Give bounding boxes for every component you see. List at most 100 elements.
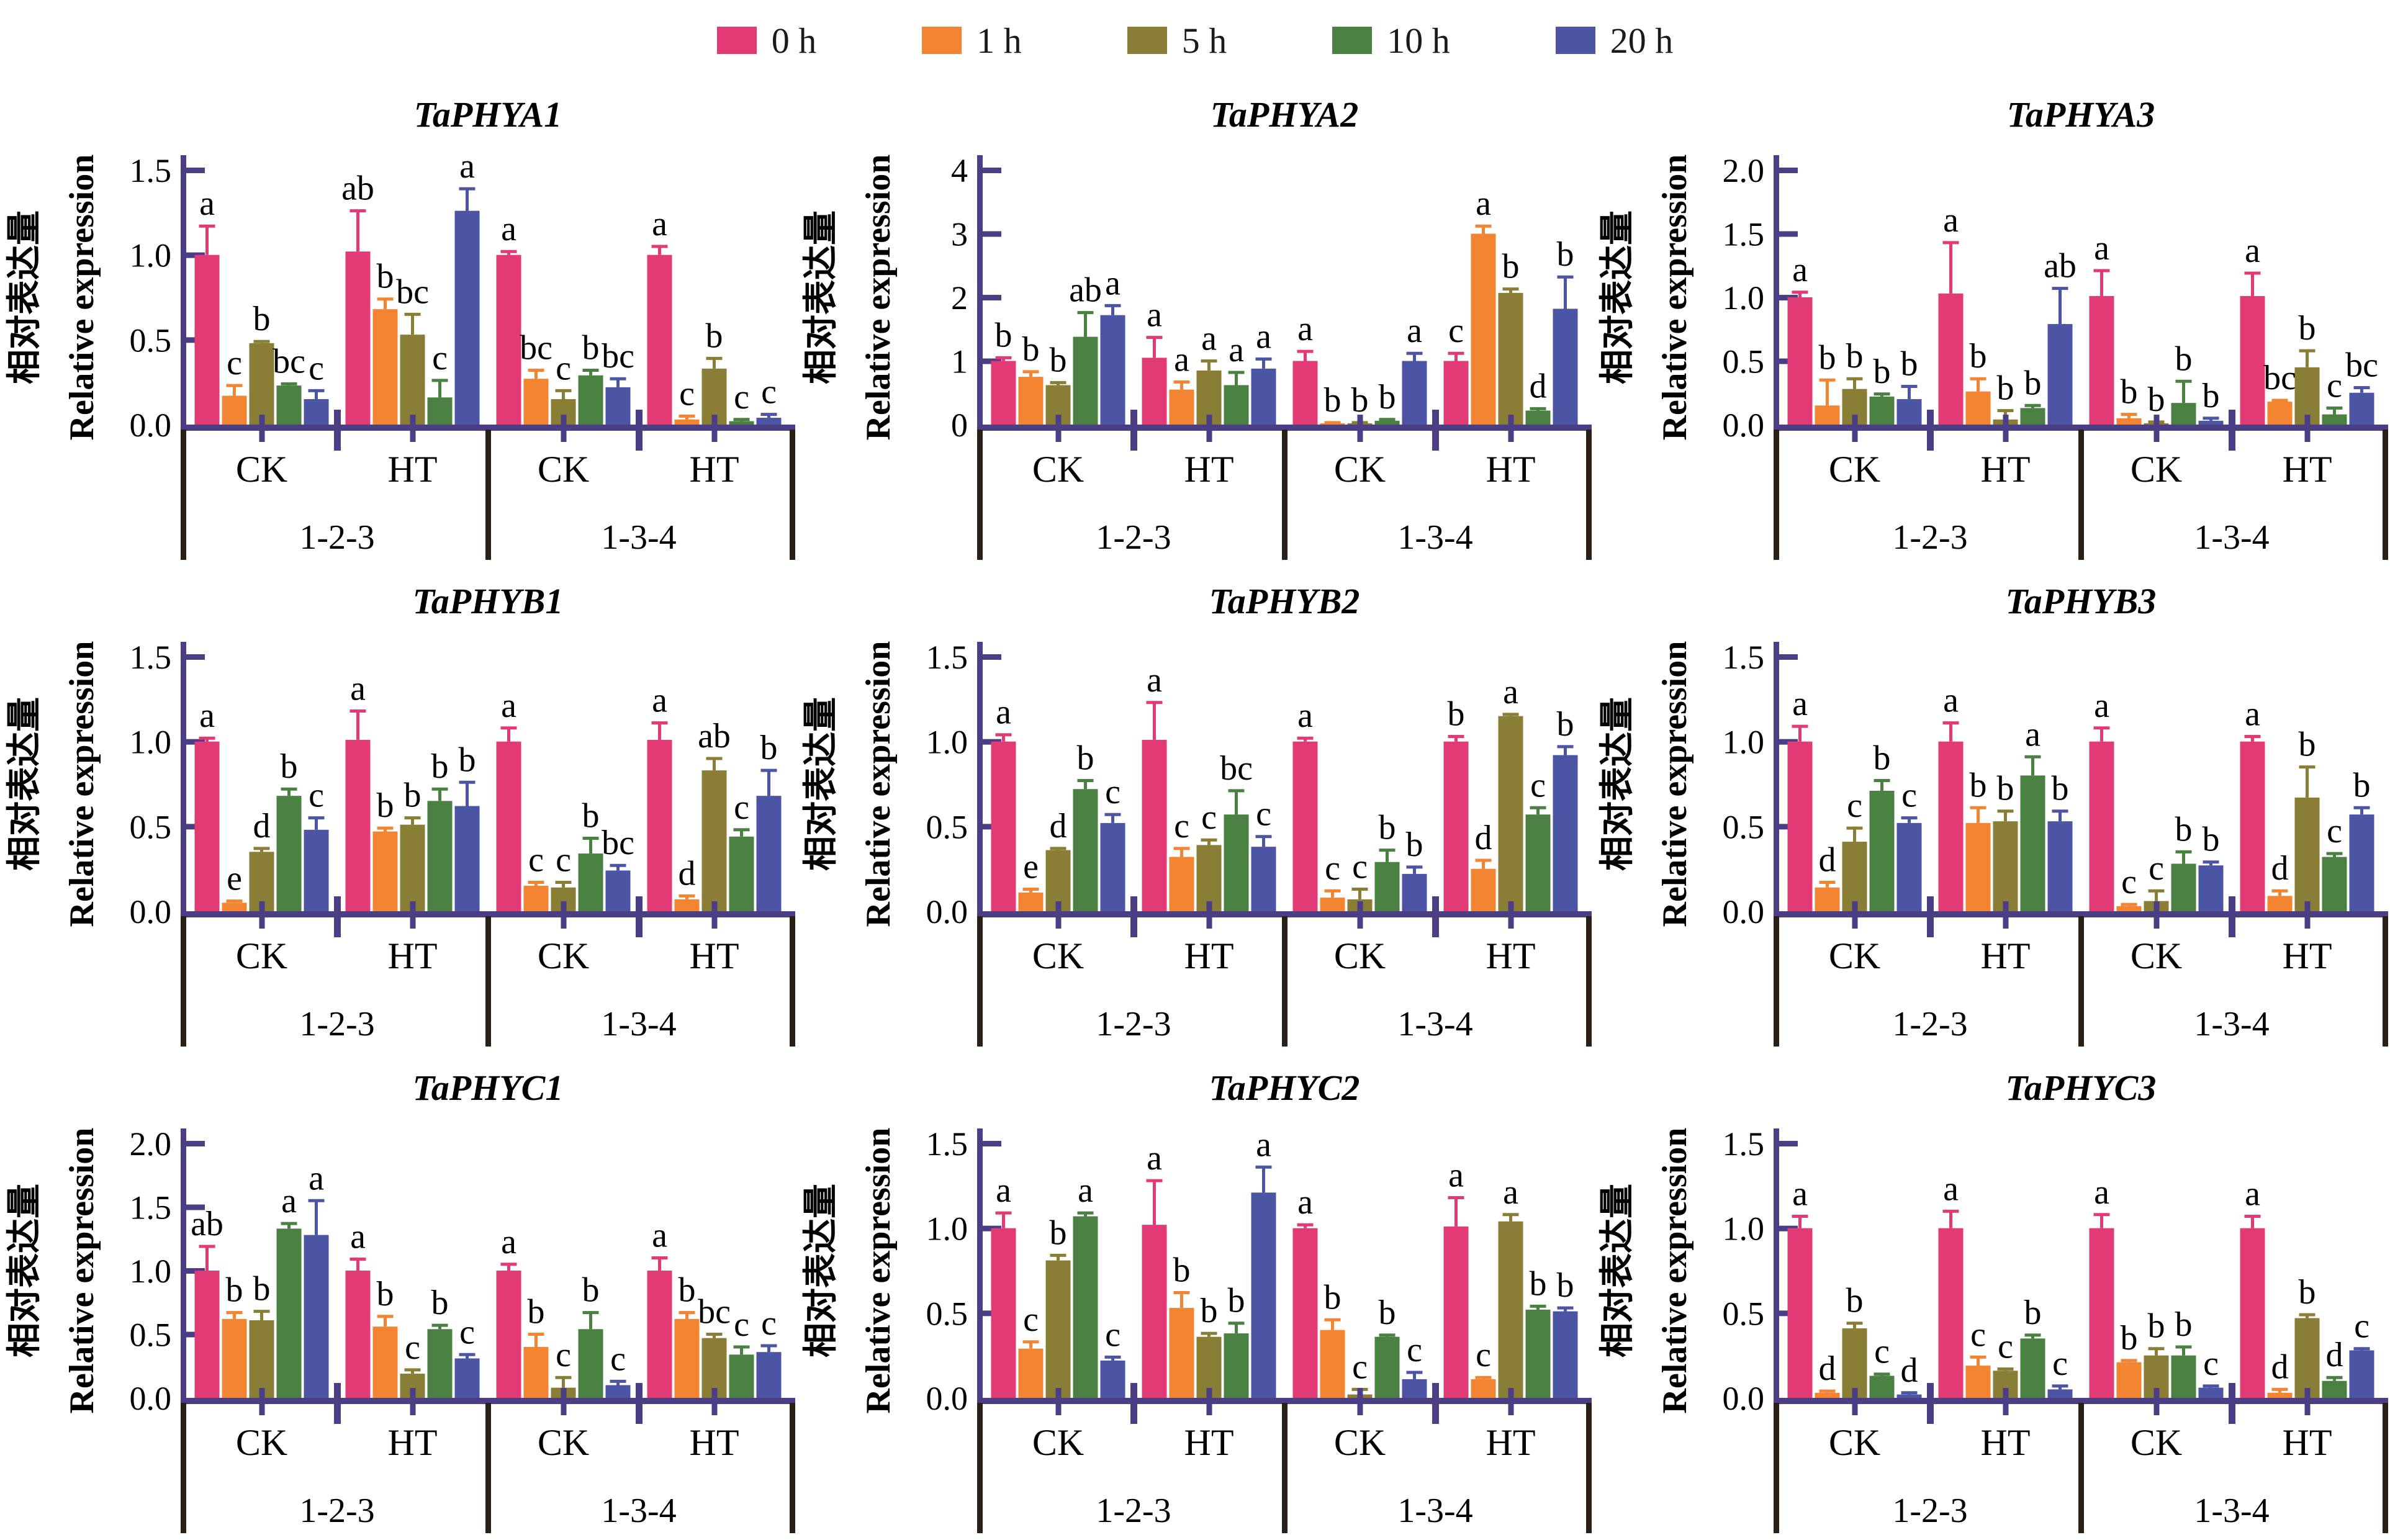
treatment-label-ck: CK	[1032, 449, 1084, 490]
y-tick-label: 0.0	[130, 893, 172, 930]
bar-20h	[605, 387, 631, 425]
sig-letter: b	[1819, 338, 1836, 377]
bar-0h	[1787, 1228, 1813, 1398]
x-axis-line	[977, 911, 1592, 917]
sig-letter: b	[2175, 810, 2193, 849]
sig-letter: bc	[602, 824, 634, 862]
sig-letter: d	[253, 807, 271, 845]
y-axis-label-en: Relative expression	[63, 155, 101, 441]
sig-letter: a	[350, 1218, 366, 1256]
y-tick-label: 1.5	[1723, 1125, 1765, 1163]
group-separator-tick	[1432, 1383, 1439, 1424]
sig-letter: c	[2052, 1344, 2068, 1383]
chart-svg-taphyb3: TaPHYB3 相对表达量 Relative expression 0.0 0.5 1.0…	[1597, 581, 2388, 1047]
group-center-tick	[410, 415, 416, 442]
sig-letter: b	[1379, 1294, 1396, 1332]
x-axis-line	[977, 1398, 1592, 1404]
sig-letter: a	[652, 682, 667, 720]
bar-20h	[1896, 1394, 1922, 1398]
y-tick-label: 1.5	[1723, 639, 1765, 676]
section-divider-line	[977, 430, 983, 560]
sig-letter: b	[1406, 826, 1423, 864]
sig-letter: a	[199, 696, 215, 735]
sig-letter: d	[1819, 841, 1836, 880]
bar-10h	[2171, 863, 2196, 911]
bar-5h	[1498, 716, 1523, 911]
y-tick-label: 1.5	[1723, 216, 1765, 253]
bar-0h	[345, 739, 371, 911]
section-label-1-2-3: 1-2-3	[299, 1005, 374, 1043]
sig-letter: c	[556, 841, 571, 880]
sig-letter: c	[2327, 812, 2342, 850]
bar-20h	[756, 1352, 782, 1398]
chart-panel-taphya3: TaPHYA3 相对表达量 Relative expression 0.0 0.5 1.0…	[1593, 77, 2389, 564]
bar-20h	[2349, 814, 2374, 911]
sig-letter: d	[2326, 1336, 2343, 1374]
chart-panel-taphya1: TaPHYA1 相对表达量 Relative expression 0.0 0.5 1.0…	[0, 77, 796, 564]
sig-letter: c	[1174, 807, 1189, 845]
sig-letter: a	[996, 693, 1011, 732]
y-tick-label: 1	[951, 343, 968, 380]
bar-20h	[2349, 392, 2374, 425]
sig-letter: b	[2299, 309, 2316, 348]
bar-0h	[991, 1228, 1016, 1398]
sig-letter: c	[734, 788, 749, 827]
y-tick-mark	[186, 168, 205, 173]
section-divider-line	[2078, 916, 2084, 1047]
legend-swatch-20h	[1555, 27, 1595, 54]
section-divider-line	[485, 1403, 491, 1533]
y-tick-label: 0.0	[926, 893, 968, 930]
sig-letter: ab	[191, 1205, 223, 1243]
bar-10h	[1073, 1216, 1098, 1398]
sig-letter: b	[1228, 1282, 1245, 1320]
group-center-tick	[1055, 415, 1062, 442]
sig-letter: c	[1105, 773, 1121, 811]
y-axis-label-zh: 相对表达量	[4, 210, 45, 384]
sig-letter: c	[761, 1304, 777, 1343]
bar-20h	[1402, 873, 1427, 911]
sig-letter: b	[1970, 766, 1987, 804]
y-tick-label: 1.0	[130, 724, 172, 761]
group-center-tick	[1357, 415, 1363, 442]
group-separator-tick	[1130, 410, 1137, 451]
group-separator-tick	[636, 896, 643, 937]
bar-20h	[304, 1235, 329, 1398]
treatment-label-ht: HT	[2283, 1422, 2332, 1463]
group-center-tick	[2304, 901, 2311, 929]
chart-svg-taphyb1: TaPHYB1 相对表达量 Relative expression 0.0 0.5 1.0…	[4, 581, 795, 1047]
section-divider-line	[1282, 430, 1287, 560]
sig-letter: c	[1352, 1348, 1368, 1386]
section-divider-line	[485, 916, 491, 1047]
y-axis-label-en: Relative expression	[1656, 1128, 1694, 1414]
sig-letter: c	[227, 344, 242, 382]
bar-5h	[249, 343, 274, 425]
group-separator-tick	[1927, 896, 1934, 937]
sig-letter: b	[1901, 345, 1918, 384]
group-center-tick	[1508, 1388, 1514, 1415]
bar-5h	[2294, 1318, 2320, 1398]
group-center-tick	[2003, 415, 2009, 442]
y-tick-label: 0.5	[130, 808, 172, 845]
bar-1h	[2116, 1362, 2142, 1398]
legend-swatch-5h	[1127, 27, 1167, 54]
bar-20h	[454, 210, 480, 425]
treatment-label-ck: CK	[1334, 449, 1386, 490]
bar-20h	[2349, 1350, 2374, 1398]
group-center-tick	[1055, 1388, 1062, 1415]
y-axis-label-zh: 相对表达量	[1597, 210, 1638, 384]
section-divider-line	[181, 1403, 186, 1533]
sig-letter: c	[309, 349, 324, 387]
sig-letter: a	[1503, 1173, 1518, 1212]
group-center-tick	[1852, 1388, 1858, 1415]
group-separator-tick	[334, 896, 341, 937]
y-tick-mark	[186, 654, 205, 660]
group-center-tick	[2153, 901, 2160, 929]
group-center-tick	[561, 1388, 567, 1415]
bar-0h	[1443, 741, 1469, 911]
bar-20h	[454, 1358, 480, 1398]
sig-letter: a	[1503, 673, 1518, 711]
y-tick-label: 1.0	[1723, 279, 1765, 317]
sig-letter: b	[2024, 364, 2042, 402]
y-axis-label-zh: 相对表达量	[801, 697, 841, 871]
